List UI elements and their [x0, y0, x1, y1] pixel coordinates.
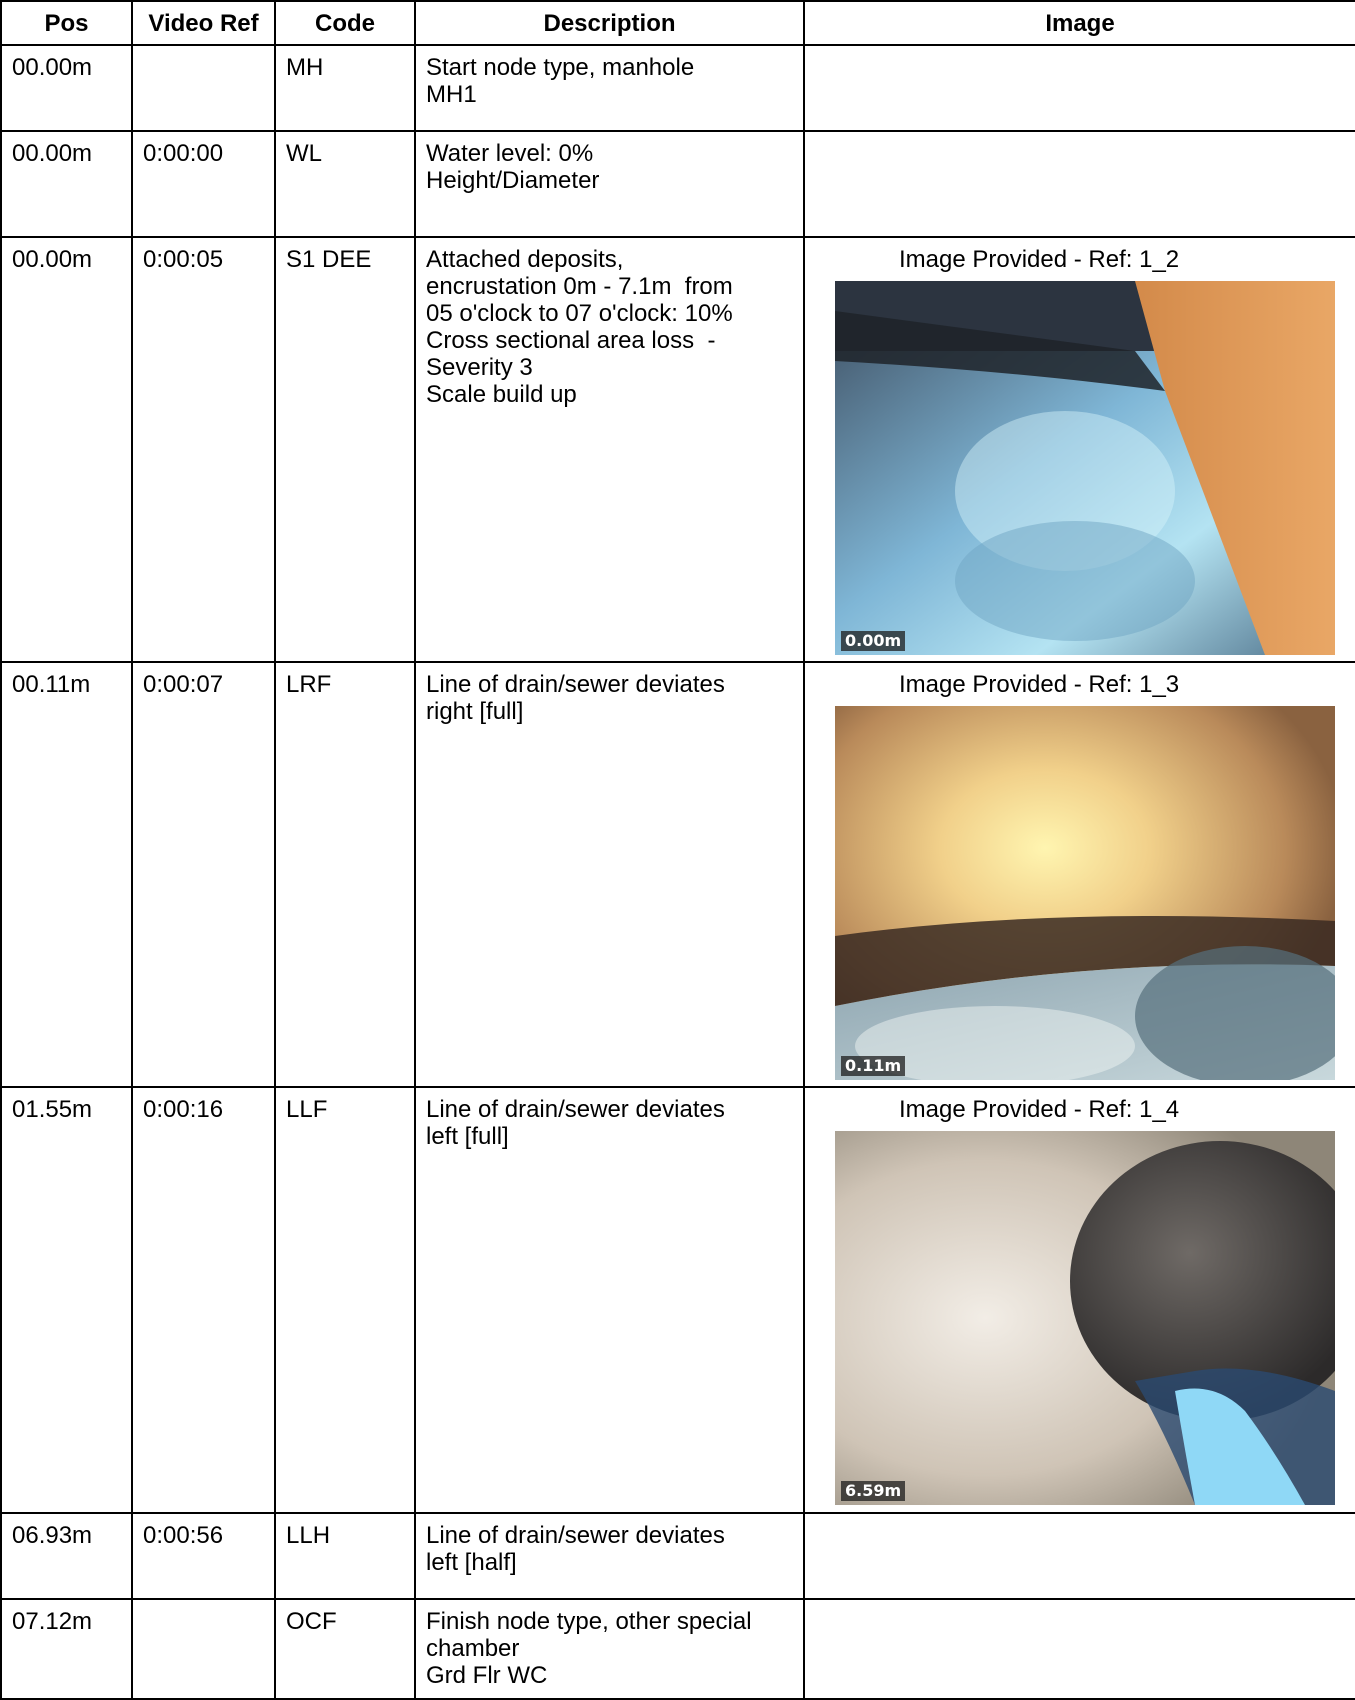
- code-cell: OCF: [274, 1598, 416, 1700]
- cctv-image-deposits: 0.00m: [835, 281, 1335, 655]
- pos-cell: 00.11m: [0, 661, 133, 1088]
- pos-cell: 00.00m: [0, 236, 133, 663]
- description-cell: Line of drain/sewer deviates right [full…: [414, 661, 805, 1088]
- table-header-row: Pos Video Ref Code Description Image: [0, 0, 1355, 46]
- description-line: Attached deposits,: [426, 246, 624, 273]
- pos-cell: 01.55m: [0, 1086, 133, 1514]
- cctv-image-deviates-right: 0.11m: [835, 706, 1335, 1080]
- table-row: 06.93m 0:00:56 LLH Line of drain/sewer d…: [0, 1512, 1355, 1600]
- description-line: left [full]: [426, 1123, 509, 1150]
- description-cell: Start node type, manhole MH1: [414, 44, 805, 132]
- table-row: 00.11m 0:00:07 LRF Line of drain/sewer d…: [0, 661, 1355, 1088]
- table-row: 00.00m MH Start node type, manhole MH1: [0, 44, 1355, 132]
- code-cell: MH: [274, 44, 416, 132]
- image-cell: Image Provided - Ref: 1_3: [803, 661, 1355, 1088]
- video-ref-cell: [131, 44, 276, 132]
- header-code: Code: [274, 0, 416, 46]
- image-distance-stamp: 6.59m: [841, 1481, 906, 1501]
- cctv-image-deviates-left: 6.59m: [835, 1131, 1335, 1505]
- description-line: chamber: [426, 1635, 520, 1662]
- description-line: 05 o'clock to 07 o'clock: 10%: [426, 300, 733, 327]
- description-line: Start node type, manhole: [426, 54, 695, 81]
- description-line: left [half]: [426, 1549, 517, 1576]
- image-cell: [803, 130, 1355, 238]
- table-row: 01.55m 0:00:16 LLF Line of drain/sewer d…: [0, 1086, 1355, 1514]
- description-line: Line of drain/sewer deviates: [426, 671, 725, 698]
- description-line: Line of drain/sewer deviates: [426, 1096, 725, 1123]
- header-description: Description: [414, 0, 805, 46]
- video-ref-cell: 0:00:00: [131, 130, 276, 238]
- description-cell: Water level: 0% Height/Diameter: [414, 130, 805, 238]
- description-line: Severity 3: [426, 354, 533, 381]
- table-row: 00.00m 0:00:00 WL Water level: 0% Height…: [0, 130, 1355, 238]
- image-cell: [803, 1598, 1355, 1700]
- header-pos: Pos: [0, 0, 133, 46]
- image-caption: Image Provided - Ref: 1_2: [899, 246, 1180, 273]
- table-row: 07.12m OCF Finish node type, other speci…: [0, 1598, 1355, 1700]
- video-ref-cell: 0:00:07: [131, 661, 276, 1088]
- table-row: 00.00m 0:00:05 S1 DEE Attached deposits,…: [0, 236, 1355, 663]
- description-line: Cross sectional area loss -: [426, 327, 716, 354]
- description-cell: Attached deposits, encrustation 0m - 7.1…: [414, 236, 805, 663]
- description-line: Grd Flr WC: [426, 1662, 548, 1689]
- pos-cell: 00.00m: [0, 44, 133, 132]
- video-ref-cell: 0:00:56: [131, 1512, 276, 1600]
- code-cell: S1 DEE: [274, 236, 416, 663]
- header-video-ref: Video Ref: [131, 0, 276, 46]
- image-cell: Image Provided - Ref: 1_2: [803, 236, 1355, 663]
- description-line: Finish node type, other special: [426, 1608, 752, 1635]
- image-caption: Image Provided - Ref: 1_3: [899, 671, 1180, 698]
- description-cell: Finish node type, other special chamber …: [414, 1598, 805, 1700]
- code-cell: LLF: [274, 1086, 416, 1514]
- image-caption: Image Provided - Ref: 1_4: [899, 1096, 1180, 1123]
- description-line: Height/Diameter: [426, 167, 600, 194]
- image-distance-stamp: 0.00m: [841, 631, 906, 651]
- pos-cell: 06.93m: [0, 1512, 133, 1600]
- video-ref-cell: 0:00:16: [131, 1086, 276, 1514]
- description-line: MH1: [426, 81, 477, 108]
- video-ref-cell: 0:00:05: [131, 236, 276, 663]
- description-line: Scale build up: [426, 381, 577, 408]
- image-distance-stamp: 0.11m: [841, 1056, 906, 1076]
- code-cell: WL: [274, 130, 416, 238]
- pos-cell: 07.12m: [0, 1598, 133, 1700]
- header-image: Image: [803, 0, 1355, 46]
- description-line: Water level: 0%: [426, 140, 594, 167]
- image-cell: Image Provided - Ref: 1_4: [803, 1086, 1355, 1514]
- code-cell: LLH: [274, 1512, 416, 1600]
- description-line: encrustation 0m - 7.1m from: [426, 273, 733, 300]
- description-line: Line of drain/sewer deviates: [426, 1522, 725, 1549]
- code-cell: LRF: [274, 661, 416, 1088]
- pos-cell: 00.00m: [0, 130, 133, 238]
- description-cell: Line of drain/sewer deviates left [half]: [414, 1512, 805, 1600]
- image-cell: [803, 1512, 1355, 1600]
- description-line: right [full]: [426, 698, 524, 725]
- image-cell: [803, 44, 1355, 132]
- video-ref-cell: [131, 1598, 276, 1700]
- description-cell: Line of drain/sewer deviates left [full]: [414, 1086, 805, 1514]
